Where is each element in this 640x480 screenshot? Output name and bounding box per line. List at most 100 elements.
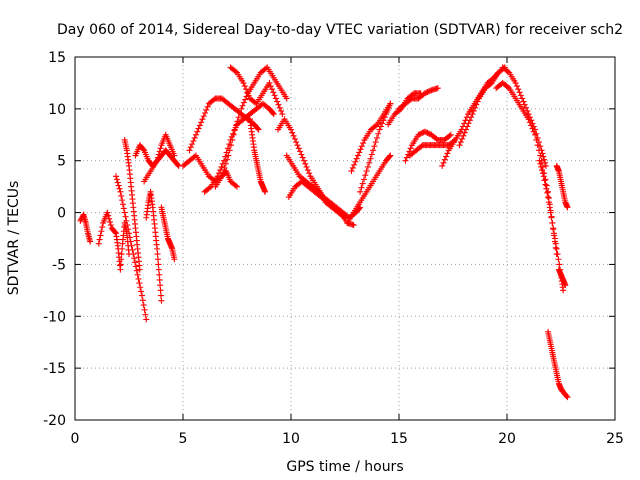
data-point	[425, 88, 432, 95]
data-point	[460, 132, 467, 139]
data-point	[446, 132, 453, 139]
data-point	[472, 104, 479, 111]
data-point	[244, 89, 251, 96]
data-point	[154, 157, 161, 164]
data-point	[542, 176, 549, 183]
data-point	[255, 126, 262, 133]
data-point	[276, 104, 283, 111]
data-point	[469, 111, 476, 118]
data-point	[459, 135, 466, 142]
data-point	[363, 168, 370, 175]
data-point	[154, 245, 161, 252]
data-point	[268, 86, 275, 93]
data-point	[352, 158, 359, 165]
data-point	[364, 163, 371, 170]
data-point	[554, 251, 561, 258]
data-point	[529, 125, 536, 132]
data-point	[134, 271, 141, 278]
data-point	[535, 147, 542, 154]
data-point	[240, 79, 247, 86]
x-tick-label: 20	[498, 431, 516, 447]
data-point	[174, 161, 181, 168]
data-point	[504, 68, 511, 75]
data-point	[525, 116, 532, 123]
data-point	[300, 157, 307, 164]
data-point	[356, 149, 363, 156]
data-point	[132, 263, 139, 270]
data-point	[115, 182, 122, 189]
data-point	[551, 235, 558, 242]
data-point	[206, 184, 213, 191]
data-point	[142, 311, 149, 318]
data-point	[136, 280, 143, 287]
data-point	[140, 146, 147, 153]
data-point	[127, 238, 134, 245]
data-point	[141, 306, 148, 313]
data-point	[545, 199, 552, 206]
data-series	[344, 152, 394, 226]
data-point	[154, 251, 161, 258]
data-point	[424, 129, 431, 136]
data-point	[217, 167, 224, 174]
data-point	[191, 134, 198, 141]
data-point	[447, 131, 454, 138]
data-point	[262, 188, 269, 195]
data-point	[130, 251, 137, 258]
data-point	[521, 101, 528, 108]
data-point	[222, 160, 229, 167]
data-point	[440, 159, 447, 166]
y-axis-label: SDTVAR / TECUs	[6, 181, 22, 296]
data-point	[416, 131, 423, 138]
data-point	[534, 142, 541, 149]
data-point	[226, 147, 233, 154]
data-point	[504, 84, 511, 91]
data-point	[556, 261, 563, 268]
data-point	[474, 98, 481, 105]
data-point	[370, 147, 377, 154]
data-point	[358, 143, 365, 150]
data-point	[274, 98, 281, 105]
data-point	[372, 139, 379, 146]
data-point	[117, 261, 124, 268]
data-point	[231, 126, 238, 133]
data-point	[119, 197, 126, 204]
data-point	[118, 251, 125, 258]
data-point	[230, 131, 237, 138]
data-point	[215, 170, 222, 177]
data-point	[434, 85, 441, 92]
data-point	[427, 87, 434, 94]
data-point	[157, 287, 164, 294]
data-point	[545, 188, 552, 195]
data-point	[107, 222, 114, 229]
data-point	[526, 119, 533, 126]
data-point	[229, 136, 236, 143]
data-series	[113, 173, 150, 323]
data-point	[549, 219, 556, 226]
data-point	[254, 125, 261, 132]
data-marks	[77, 64, 571, 401]
data-series	[143, 188, 165, 304]
data-point	[220, 169, 227, 176]
data-point	[419, 129, 426, 136]
data-point	[548, 214, 555, 221]
data-point	[283, 95, 290, 102]
y-tick-label: -15	[43, 361, 66, 377]
data-point	[375, 130, 382, 137]
data-point	[252, 99, 259, 106]
data-point	[538, 167, 545, 174]
data-point	[218, 163, 225, 170]
data-point	[336, 208, 343, 215]
data-point	[186, 147, 193, 154]
data-point	[200, 113, 207, 120]
chart-title: Day 060 of 2014, Sidereal Day-to-day VTE…	[57, 22, 623, 38]
data-point	[195, 125, 202, 132]
data-point	[105, 212, 112, 219]
data-point	[171, 152, 178, 159]
data-point	[138, 292, 145, 299]
data-point	[299, 154, 306, 161]
data-point	[187, 144, 194, 151]
data-point	[157, 292, 164, 299]
data-point	[552, 240, 559, 247]
data-point	[131, 255, 138, 262]
data-point	[95, 240, 102, 247]
